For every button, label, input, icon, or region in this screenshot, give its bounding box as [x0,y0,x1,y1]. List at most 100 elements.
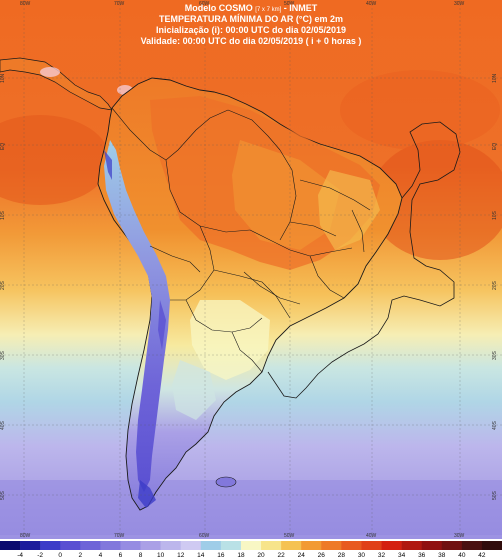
title-line-2: TEMPERATURA MÍNIMA DO AR (°C) em 2m [159,14,343,24]
colorbar-swatch [481,541,502,550]
colorbar-tick-label: 40 [458,552,466,558]
grid-label-left: 10N [0,73,6,83]
grid-label-right: 30S [492,350,498,360]
colorbar-swatch [220,541,242,550]
colorbar-tick-label: 18 [237,552,245,558]
colorbar-swatch [461,541,483,550]
colorbar-tick-label: 8 [139,552,143,558]
cold-ocean-band [0,480,502,535]
model-resolution: [7 x 7 km] [255,7,281,13]
maritime-boundary [267,121,461,399]
colorbar-swatch [240,541,262,550]
colorbar-tick-label: 16 [217,552,225,558]
grid-label-bottom: 70W [114,533,125,539]
colorbar-swatch [100,541,121,550]
colorbar-tick-label: 38 [438,552,446,558]
colorbar-tick-label: 20 [257,552,265,558]
grid-label-bottom: 50W [284,533,295,539]
colorbar-swatch [60,541,81,550]
colorbar-tick-label: -2 [37,552,43,558]
colorbar-swatch [341,541,362,550]
grid-label-left: 20S [0,280,6,290]
grid-label-left: 10S [0,210,6,220]
colorbar-swatch [180,541,202,550]
colorbar-swatch [401,541,422,550]
pampas-pale-region [190,300,270,380]
colorbar-tick-label: 6 [119,552,123,558]
colorbar: -4 -2 0 2 4 6 8 10 12 14 16 18 20 22 24 26 28 30 32 34 36 38 4… [0,539,502,558]
colorbar-swatch [381,541,402,550]
andes-cold-core [158,300,166,350]
warm-ocean-patch [0,115,110,205]
andes-cold-core [104,150,112,180]
colorbar-swatch [20,541,41,550]
colorbar-swatch [421,541,443,550]
interior-mid-region [232,140,340,250]
grid-labels: 80W 70W 60W 50W 40W 30W 80W 70W 60W 50W … [0,1,498,539]
colorbar-tick-label: 10 [157,552,165,558]
colorbar-swatch [281,541,302,550]
title-line-1: Modelo COSMO [7 x 7 km] - INMET [185,3,318,13]
colorbar-swatch [200,541,222,550]
colorbar-tick-label: 42 [478,552,486,558]
colorbar-swatch [361,541,382,550]
graticule [0,0,502,540]
colorbar-swatch [261,541,282,550]
colorbar-swatch [140,541,161,550]
grid-label-right: 40S [492,420,498,430]
grid-label-left: 50S [0,490,6,500]
grid-label-right: 50S [492,490,498,500]
colorbar-tick-label: 24 [298,552,306,558]
grid-label-top: 70W [114,1,125,7]
grid-label-right: 20S [492,280,498,290]
warm-ocean-patch [340,70,500,150]
warm-ocean-patch [370,140,502,260]
colorbar-swatch [301,541,322,550]
title-line-3: Inicialização (i): 00:00 UTC do dia 02/0… [156,25,346,35]
grid-label-top: 30W [454,1,465,7]
colorbar-swatch [160,541,182,550]
colorbar-swatch [80,541,101,550]
grid-label-left: EQ [0,143,6,150]
model-name: Modelo COSMO [185,3,253,13]
model-org: - INMET [284,3,318,13]
grid-label-bottom: 80W [20,533,31,539]
colorbar-swatch [120,541,141,550]
grid-label-top: 80W [20,1,31,7]
grid-label-right: EQ [492,143,498,150]
colorbar-swatch [321,541,342,550]
grid-label-bottom: 60W [199,533,210,539]
grid-label-bottom: 40W [366,533,377,539]
colorbar-tick-label: 26 [318,552,326,558]
falkland-islands [215,476,237,488]
title-line-4: Validade: 00:00 UTC do dia 02/05/2019 ( … [141,36,362,46]
colorbar-tick-label: 14 [197,552,205,558]
colorbar-tick-label: -4 [17,552,23,558]
colorbar-tick-label: 32 [378,552,386,558]
grid-label-left: 40S [0,420,6,430]
colorbar-tick-label: 34 [398,552,406,558]
andes-cold-strip [104,140,170,492]
colorbar-tick-label: 22 [278,552,286,558]
colorbar-swatch [441,541,463,550]
grid-label-right: 10N [492,73,498,83]
map-title-block: Modelo COSMO [7 x 7 km] - INMET TEMPERAT… [141,3,362,46]
grid-label-left: 30S [0,350,6,360]
colorbar-swatch [0,541,21,550]
colorbar-tick-label: 30 [358,552,366,558]
colorbar-tick-label: 28 [338,552,346,558]
grid-label-top: 40W [366,1,377,7]
patagonia-cold-core [138,480,156,508]
colorbar-tick-label: 0 [58,552,62,558]
cool-highland-patch [40,67,60,77]
colorbar-tick-label: 12 [177,552,185,558]
colorbar-tick-label: 4 [99,552,103,558]
grid-label-bottom: 30W [454,533,465,539]
grid-label-right: 10S [492,210,498,220]
colorbar-tick-label: 36 [418,552,426,558]
grid-label-top: 50W [284,1,295,7]
colorbar-swatch [40,541,61,550]
colorbar-tick-label: 2 [79,552,83,558]
